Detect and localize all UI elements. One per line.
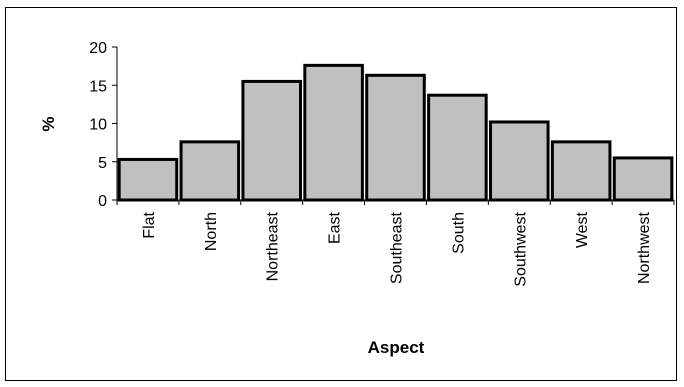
bar-northeast — [241, 79, 303, 202]
y-tick-label: 15 — [89, 78, 107, 95]
bar-southwest — [489, 120, 550, 202]
x-tick-label-southeast: Southeast — [389, 211, 406, 284]
x-ticks: Flat North Northeast East Southeast South Sout… — [116, 200, 675, 287]
y-axis-title: % — [39, 116, 58, 131]
bar-south — [427, 93, 488, 202]
x-tick-label-northwest: Northwest — [636, 211, 653, 284]
y-tick-label: 10 — [89, 117, 107, 134]
bar-east — [303, 63, 364, 202]
bar-northwest — [612, 156, 674, 202]
y-tick-label: 5 — [98, 155, 107, 172]
x-tick-label-west: West — [574, 211, 591, 248]
bar-flat — [117, 157, 179, 202]
x-tick-label-north: North — [203, 212, 220, 251]
y-ticks: 0 5 10 15 20 — [89, 40, 117, 210]
x-tick-label-southwest: Southwest — [512, 211, 529, 286]
x-tick-label-east: East — [327, 211, 344, 244]
bar-west — [550, 140, 612, 202]
x-tick-label-northeast: Northeast — [265, 211, 282, 281]
y-tick-label: 0 — [98, 193, 107, 210]
bar-southeast — [365, 73, 426, 202]
bar-north — [179, 140, 241, 202]
x-tick-label-flat: Flat — [141, 211, 158, 238]
bars-layer — [117, 63, 674, 202]
y-tick-label: 20 — [89, 40, 107, 57]
x-tick-label-south: South — [450, 212, 467, 254]
x-axis-title: Aspect — [368, 338, 425, 357]
